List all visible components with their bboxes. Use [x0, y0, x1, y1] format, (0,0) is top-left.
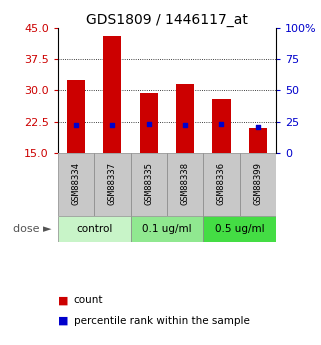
Text: 0.1 ug/ml: 0.1 ug/ml: [142, 224, 192, 234]
Bar: [140, 92, 158, 153]
Text: control: control: [76, 224, 112, 234]
Bar: [203, 153, 240, 216]
Bar: [203, 216, 276, 241]
Text: percentile rank within the sample: percentile rank within the sample: [74, 316, 250, 326]
Bar: [103, 36, 121, 153]
Point: [110, 122, 115, 128]
Point: [219, 121, 224, 127]
Bar: [249, 128, 267, 153]
Text: GSM88399: GSM88399: [253, 162, 262, 205]
Bar: [213, 99, 230, 153]
Text: GSM88335: GSM88335: [144, 162, 153, 205]
Bar: [131, 216, 203, 241]
Bar: [176, 84, 194, 153]
Point: [74, 122, 79, 128]
Bar: [240, 153, 276, 216]
Point: [183, 122, 188, 128]
Text: GSM88336: GSM88336: [217, 162, 226, 205]
Point: [255, 124, 260, 130]
Text: GSM88338: GSM88338: [181, 162, 190, 205]
Text: ■: ■: [58, 295, 68, 305]
Bar: [94, 153, 131, 216]
Text: ■: ■: [58, 316, 68, 326]
Bar: [131, 153, 167, 216]
Text: GSM88337: GSM88337: [108, 162, 117, 205]
Bar: [58, 153, 94, 216]
Bar: [58, 216, 131, 241]
Text: GSM88334: GSM88334: [72, 162, 81, 205]
Title: GDS1809 / 1446117_at: GDS1809 / 1446117_at: [86, 12, 248, 27]
Point: [146, 121, 151, 127]
Bar: [67, 80, 85, 153]
Text: count: count: [74, 295, 103, 305]
Text: 0.5 ug/ml: 0.5 ug/ml: [215, 224, 265, 234]
Bar: [167, 153, 203, 216]
Text: dose ►: dose ►: [13, 224, 51, 234]
